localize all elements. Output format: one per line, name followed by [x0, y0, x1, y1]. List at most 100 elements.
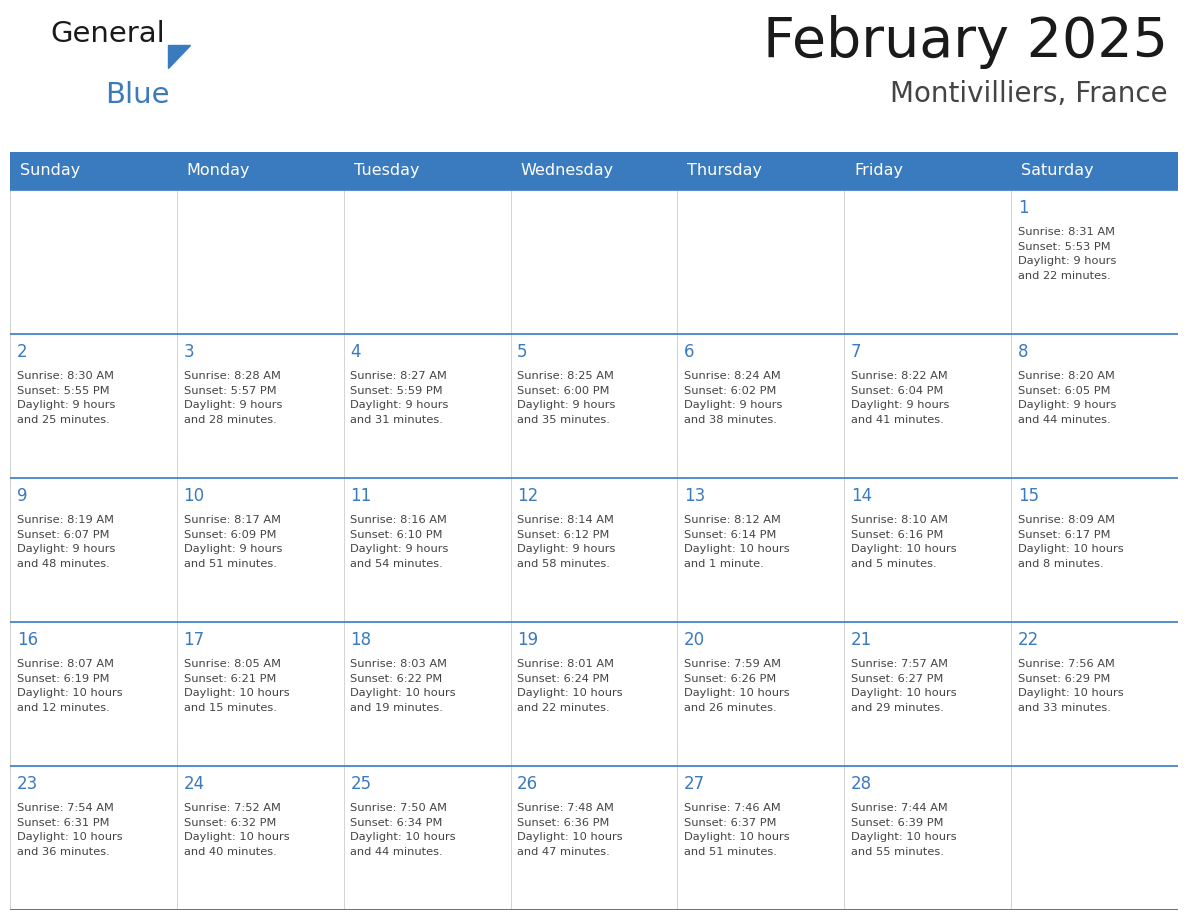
- Text: Sunrise: 7:44 AM
Sunset: 6:39 PM
Daylight: 10 hours
and 55 minutes.: Sunrise: 7:44 AM Sunset: 6:39 PM Dayligh…: [851, 803, 956, 856]
- Text: Sunrise: 8:09 AM
Sunset: 6:17 PM
Daylight: 10 hours
and 8 minutes.: Sunrise: 8:09 AM Sunset: 6:17 PM Dayligh…: [1018, 515, 1124, 568]
- Text: Sunrise: 8:10 AM
Sunset: 6:16 PM
Daylight: 10 hours
and 5 minutes.: Sunrise: 8:10 AM Sunset: 6:16 PM Dayligh…: [851, 515, 956, 568]
- Bar: [177, 478, 343, 622]
- Bar: [177, 622, 343, 766]
- Polygon shape: [168, 45, 190, 68]
- Text: Sunrise: 8:03 AM
Sunset: 6:22 PM
Daylight: 10 hours
and 19 minutes.: Sunrise: 8:03 AM Sunset: 6:22 PM Dayligh…: [350, 659, 456, 712]
- Bar: [1011, 622, 1178, 766]
- Bar: [511, 190, 677, 334]
- Bar: [343, 190, 511, 334]
- Bar: [511, 152, 677, 190]
- Text: Tuesday: Tuesday: [354, 163, 419, 178]
- Text: 9: 9: [17, 487, 27, 505]
- Text: Sunrise: 8:01 AM
Sunset: 6:24 PM
Daylight: 10 hours
and 22 minutes.: Sunrise: 8:01 AM Sunset: 6:24 PM Dayligh…: [517, 659, 623, 712]
- Bar: [177, 190, 343, 334]
- Bar: [511, 334, 677, 478]
- Bar: [177, 334, 343, 478]
- Text: 19: 19: [517, 631, 538, 649]
- Bar: [1011, 766, 1178, 910]
- Text: Sunrise: 8:25 AM
Sunset: 6:00 PM
Daylight: 9 hours
and 35 minutes.: Sunrise: 8:25 AM Sunset: 6:00 PM Dayligh…: [517, 372, 615, 425]
- Bar: [10, 622, 177, 766]
- Bar: [677, 152, 845, 190]
- Text: 11: 11: [350, 487, 372, 505]
- Text: 20: 20: [684, 631, 706, 649]
- Text: 17: 17: [183, 631, 204, 649]
- Bar: [677, 478, 845, 622]
- Bar: [845, 334, 1011, 478]
- Text: 21: 21: [851, 631, 872, 649]
- Bar: [845, 622, 1011, 766]
- Bar: [1011, 152, 1178, 190]
- Bar: [1011, 190, 1178, 334]
- Text: Sunrise: 7:59 AM
Sunset: 6:26 PM
Daylight: 10 hours
and 26 minutes.: Sunrise: 7:59 AM Sunset: 6:26 PM Dayligh…: [684, 659, 790, 712]
- Bar: [1011, 334, 1178, 478]
- Bar: [677, 190, 845, 334]
- Bar: [10, 478, 177, 622]
- Text: Sunrise: 8:07 AM
Sunset: 6:19 PM
Daylight: 10 hours
and 12 minutes.: Sunrise: 8:07 AM Sunset: 6:19 PM Dayligh…: [17, 659, 122, 712]
- Text: Thursday: Thursday: [688, 163, 763, 178]
- Bar: [177, 766, 343, 910]
- Text: 24: 24: [183, 775, 204, 792]
- Text: 5: 5: [517, 342, 527, 361]
- Bar: [343, 478, 511, 622]
- Text: 26: 26: [517, 775, 538, 792]
- Text: February 2025: February 2025: [763, 15, 1168, 69]
- Text: 7: 7: [851, 342, 861, 361]
- Bar: [10, 766, 177, 910]
- Bar: [343, 334, 511, 478]
- Text: Friday: Friday: [854, 163, 903, 178]
- Bar: [677, 766, 845, 910]
- Text: 14: 14: [851, 487, 872, 505]
- Bar: [845, 152, 1011, 190]
- Bar: [845, 478, 1011, 622]
- Bar: [677, 334, 845, 478]
- Bar: [845, 190, 1011, 334]
- Bar: [10, 334, 177, 478]
- Text: Sunrise: 7:54 AM
Sunset: 6:31 PM
Daylight: 10 hours
and 36 minutes.: Sunrise: 7:54 AM Sunset: 6:31 PM Dayligh…: [17, 803, 122, 856]
- Bar: [677, 622, 845, 766]
- Text: Sunrise: 7:50 AM
Sunset: 6:34 PM
Daylight: 10 hours
and 44 minutes.: Sunrise: 7:50 AM Sunset: 6:34 PM Dayligh…: [350, 803, 456, 856]
- Text: Saturday: Saturday: [1022, 163, 1094, 178]
- Text: 23: 23: [17, 775, 38, 792]
- Bar: [511, 622, 677, 766]
- Text: Sunrise: 8:16 AM
Sunset: 6:10 PM
Daylight: 9 hours
and 54 minutes.: Sunrise: 8:16 AM Sunset: 6:10 PM Dayligh…: [350, 515, 449, 568]
- Text: General: General: [50, 20, 165, 48]
- Bar: [511, 478, 677, 622]
- Text: Sunrise: 8:17 AM
Sunset: 6:09 PM
Daylight: 9 hours
and 51 minutes.: Sunrise: 8:17 AM Sunset: 6:09 PM Dayligh…: [183, 515, 282, 568]
- Text: Sunrise: 7:57 AM
Sunset: 6:27 PM
Daylight: 10 hours
and 29 minutes.: Sunrise: 7:57 AM Sunset: 6:27 PM Dayligh…: [851, 659, 956, 712]
- Bar: [10, 190, 177, 334]
- Text: 12: 12: [517, 487, 538, 505]
- Bar: [845, 766, 1011, 910]
- Bar: [511, 766, 677, 910]
- Text: 22: 22: [1018, 631, 1040, 649]
- Text: Monday: Monday: [187, 163, 251, 178]
- Bar: [1011, 478, 1178, 622]
- Text: Sunrise: 8:31 AM
Sunset: 5:53 PM
Daylight: 9 hours
and 22 minutes.: Sunrise: 8:31 AM Sunset: 5:53 PM Dayligh…: [1018, 228, 1117, 281]
- Text: Sunday: Sunday: [20, 163, 81, 178]
- Text: Sunrise: 8:24 AM
Sunset: 6:02 PM
Daylight: 9 hours
and 38 minutes.: Sunrise: 8:24 AM Sunset: 6:02 PM Dayligh…: [684, 372, 783, 425]
- Text: Sunrise: 8:28 AM
Sunset: 5:57 PM
Daylight: 9 hours
and 28 minutes.: Sunrise: 8:28 AM Sunset: 5:57 PM Dayligh…: [183, 372, 282, 425]
- Bar: [343, 622, 511, 766]
- Text: 1: 1: [1018, 198, 1029, 217]
- Text: 10: 10: [183, 487, 204, 505]
- Text: 2: 2: [17, 342, 27, 361]
- Text: Sunrise: 8:05 AM
Sunset: 6:21 PM
Daylight: 10 hours
and 15 minutes.: Sunrise: 8:05 AM Sunset: 6:21 PM Dayligh…: [183, 659, 289, 712]
- Bar: [343, 152, 511, 190]
- Text: 8: 8: [1018, 342, 1029, 361]
- Text: Blue: Blue: [105, 81, 170, 109]
- Text: Wednesday: Wednesday: [520, 163, 614, 178]
- Text: Sunrise: 8:27 AM
Sunset: 5:59 PM
Daylight: 9 hours
and 31 minutes.: Sunrise: 8:27 AM Sunset: 5:59 PM Dayligh…: [350, 372, 449, 425]
- Text: Sunrise: 8:14 AM
Sunset: 6:12 PM
Daylight: 9 hours
and 58 minutes.: Sunrise: 8:14 AM Sunset: 6:12 PM Dayligh…: [517, 515, 615, 568]
- Text: Sunrise: 8:22 AM
Sunset: 6:04 PM
Daylight: 9 hours
and 41 minutes.: Sunrise: 8:22 AM Sunset: 6:04 PM Dayligh…: [851, 372, 949, 425]
- Text: 16: 16: [17, 631, 38, 649]
- Bar: [10, 152, 177, 190]
- Bar: [177, 152, 343, 190]
- Text: Sunrise: 7:56 AM
Sunset: 6:29 PM
Daylight: 10 hours
and 33 minutes.: Sunrise: 7:56 AM Sunset: 6:29 PM Dayligh…: [1018, 659, 1124, 712]
- Text: Sunrise: 8:19 AM
Sunset: 6:07 PM
Daylight: 9 hours
and 48 minutes.: Sunrise: 8:19 AM Sunset: 6:07 PM Dayligh…: [17, 515, 115, 568]
- Bar: [343, 766, 511, 910]
- Text: Sunrise: 8:30 AM
Sunset: 5:55 PM
Daylight: 9 hours
and 25 minutes.: Sunrise: 8:30 AM Sunset: 5:55 PM Dayligh…: [17, 372, 115, 425]
- Text: Sunrise: 7:46 AM
Sunset: 6:37 PM
Daylight: 10 hours
and 51 minutes.: Sunrise: 7:46 AM Sunset: 6:37 PM Dayligh…: [684, 803, 790, 856]
- Text: 13: 13: [684, 487, 706, 505]
- Text: 4: 4: [350, 342, 361, 361]
- Text: Sunrise: 7:48 AM
Sunset: 6:36 PM
Daylight: 10 hours
and 47 minutes.: Sunrise: 7:48 AM Sunset: 6:36 PM Dayligh…: [517, 803, 623, 856]
- Text: 27: 27: [684, 775, 706, 792]
